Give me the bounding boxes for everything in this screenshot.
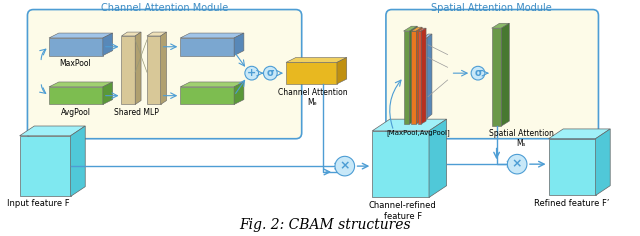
Polygon shape (122, 32, 141, 36)
Polygon shape (20, 126, 85, 136)
Text: [MaxPool,AvgPool]: [MaxPool,AvgPool] (387, 129, 450, 136)
Text: σ: σ (474, 68, 482, 78)
Polygon shape (372, 131, 429, 198)
Polygon shape (427, 34, 432, 118)
Polygon shape (404, 26, 417, 31)
Polygon shape (412, 31, 416, 124)
Polygon shape (286, 62, 337, 84)
FancyBboxPatch shape (386, 10, 598, 139)
Polygon shape (234, 82, 244, 105)
Polygon shape (122, 36, 135, 105)
Text: ×: × (340, 160, 350, 173)
Polygon shape (20, 136, 70, 196)
FancyBboxPatch shape (28, 10, 301, 139)
Text: Refined feature F’: Refined feature F’ (534, 199, 610, 208)
Circle shape (264, 66, 277, 80)
Text: +: + (247, 68, 257, 78)
Polygon shape (180, 38, 234, 55)
Polygon shape (161, 32, 166, 105)
Polygon shape (49, 87, 103, 105)
Polygon shape (103, 82, 113, 105)
Polygon shape (147, 32, 166, 36)
Polygon shape (234, 33, 244, 55)
Polygon shape (548, 139, 595, 195)
Polygon shape (49, 33, 113, 38)
Text: MaxPool: MaxPool (60, 59, 92, 68)
Text: Channel Attention Module: Channel Attention Module (101, 4, 228, 13)
Polygon shape (286, 58, 347, 62)
Text: Fig. 2: CBAM structures: Fig. 2: CBAM structures (239, 218, 411, 232)
Polygon shape (429, 119, 447, 198)
Polygon shape (421, 28, 426, 124)
Polygon shape (180, 87, 234, 105)
Circle shape (245, 66, 259, 80)
Circle shape (335, 156, 355, 176)
Text: σ: σ (266, 68, 274, 78)
Polygon shape (416, 27, 422, 124)
Text: Channel-refined
feature F: Channel-refined feature F (369, 201, 436, 221)
Polygon shape (372, 119, 447, 131)
Polygon shape (492, 23, 509, 28)
Polygon shape (70, 126, 85, 196)
Polygon shape (180, 33, 244, 38)
Polygon shape (423, 38, 427, 118)
Text: AvgPool: AvgPool (60, 108, 90, 117)
Polygon shape (548, 129, 610, 139)
Polygon shape (404, 31, 410, 124)
Text: Channel Attention
Mₑ: Channel Attention Mₑ (278, 88, 348, 107)
Polygon shape (147, 36, 161, 105)
Polygon shape (180, 82, 244, 87)
Polygon shape (135, 32, 141, 105)
Text: ×: × (512, 158, 522, 171)
Text: Spatial Attention Module: Spatial Attention Module (431, 4, 552, 13)
Polygon shape (49, 38, 103, 55)
Polygon shape (423, 34, 432, 38)
Polygon shape (412, 27, 422, 31)
Polygon shape (337, 58, 347, 84)
Circle shape (471, 66, 485, 80)
Polygon shape (418, 31, 421, 124)
Polygon shape (49, 82, 113, 87)
Text: Input feature F: Input feature F (7, 199, 70, 208)
Polygon shape (502, 23, 509, 126)
Polygon shape (103, 33, 113, 55)
Polygon shape (410, 26, 417, 124)
Text: Spatial Attention
Mₛ: Spatial Attention Mₛ (489, 129, 554, 148)
Text: Shared MLP: Shared MLP (114, 108, 159, 117)
Polygon shape (492, 28, 502, 126)
Polygon shape (418, 28, 426, 31)
Circle shape (508, 154, 527, 174)
Polygon shape (595, 129, 610, 195)
